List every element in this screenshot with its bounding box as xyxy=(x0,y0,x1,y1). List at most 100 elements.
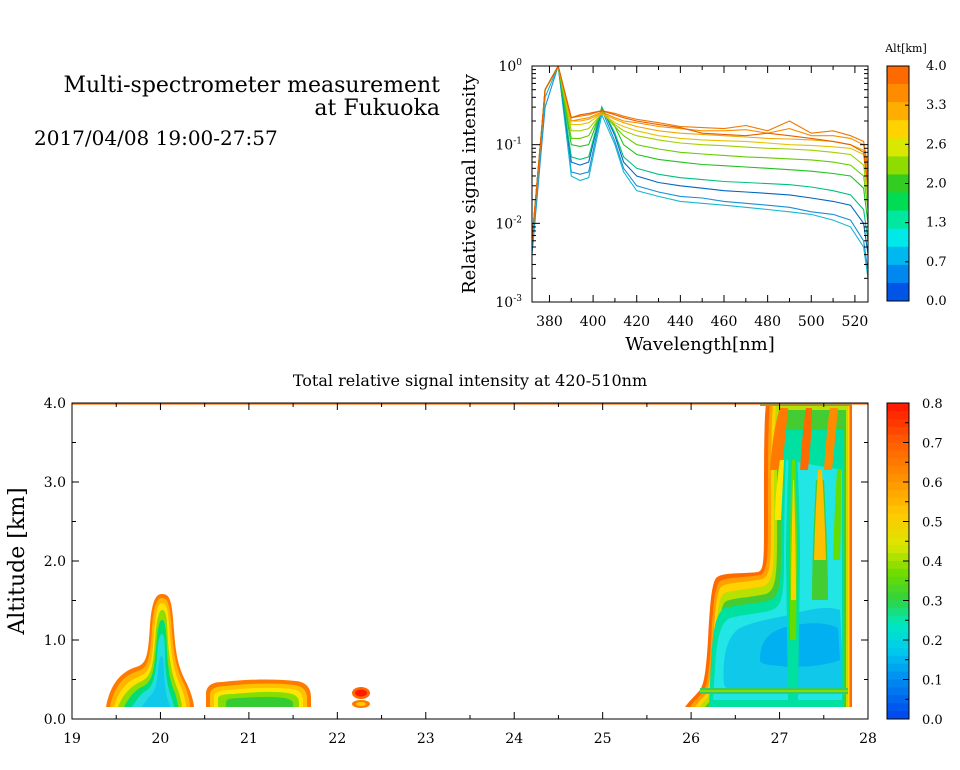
intensity-colorbar-cell xyxy=(887,703,909,712)
intensity-colorbar-tick: 0.2 xyxy=(922,634,943,649)
intensity-colorbar-cell xyxy=(887,616,909,625)
intensity-colorbar-cell xyxy=(887,410,909,420)
altitude-colorbar-cell xyxy=(887,156,909,175)
altitude-colorbar-cell xyxy=(887,192,909,212)
intensity-colorbar-cell xyxy=(887,418,909,428)
intensity-colorbar-cell xyxy=(887,466,909,475)
spectrum-x-tick-label: 420 xyxy=(623,314,650,330)
intensity-colorbar-tick: 0.6 xyxy=(922,476,943,491)
intensity-colorbar-cell xyxy=(887,671,909,680)
spectrum-series-11 xyxy=(532,66,868,241)
intensity-colorbar-cell xyxy=(887,584,909,594)
heatmap-contours xyxy=(106,403,852,708)
heatmap-x-tick-label: 25 xyxy=(594,731,612,747)
heatmap-x-ticks: 19 20 21 22 23 24 25 26 27 28 xyxy=(63,403,877,747)
intensity-colorbar-cell xyxy=(887,679,909,688)
intensity-colorbar-cell xyxy=(887,458,909,467)
heatmap-x-tick-label: 22 xyxy=(328,731,346,747)
spectrum-y-tick-label: 10-2 xyxy=(495,215,522,232)
spectrum-series-2 xyxy=(532,66,868,255)
intensity-colorbar-cell xyxy=(887,521,909,530)
spectrum-series-1 xyxy=(532,66,868,279)
intensity-colorbar-cell xyxy=(887,450,909,459)
intensity-colorbar-cell xyxy=(887,474,909,483)
altitude-colorbar-cell xyxy=(887,246,909,266)
intensity-colorbar-cell xyxy=(887,513,909,522)
heatmap-title: Total relative signal intensity at 420-5… xyxy=(293,371,647,390)
spectrum-x-tick-label: 400 xyxy=(580,314,607,330)
intensity-colorbar-tick: 0.4 xyxy=(922,555,943,570)
altitude-colorbar-tick: 3.3 xyxy=(926,98,947,113)
spectrum-y-tick-label: 10-1 xyxy=(495,137,522,154)
altitude-colorbar-cell xyxy=(887,210,909,230)
heatmap-y-tick-label: 1.0 xyxy=(44,633,66,649)
intensity-colorbar: 0.8 0.7 0.6 0.5 0.4 0.3 0.2 0.1 0.0 xyxy=(886,397,943,728)
intensity-colorbar-cell xyxy=(887,545,909,554)
altitude-colorbar-tick: 2.0 xyxy=(926,177,947,192)
spectrum-series-7 xyxy=(532,66,868,241)
intensity-colorbar-cell xyxy=(887,537,909,546)
spectrum-series-3 xyxy=(532,66,868,241)
intensity-colorbar-cell xyxy=(887,568,909,578)
intensity-colorbar-cell xyxy=(887,711,909,720)
altitude-colorbar-cell xyxy=(887,102,909,121)
heatmap-y-axis-label: Altitude [km] xyxy=(5,487,30,635)
spectrum-x-tick-label: 460 xyxy=(711,314,738,330)
altitude-colorbar-cell xyxy=(887,84,909,103)
altitude-colorbar-tick: 2.6 xyxy=(926,137,947,152)
heatmap-y-tick-label: 2.0 xyxy=(44,554,66,570)
spectrum-series-8 xyxy=(532,66,868,241)
plume-region-26-27h xyxy=(685,403,852,707)
intensity-colorbar-cell xyxy=(887,663,909,673)
intensity-colorbar-cell xyxy=(887,576,909,586)
intensity-colorbar-cell xyxy=(887,640,909,649)
spectrum-x-axis-label: Wavelength[nm] xyxy=(625,334,775,355)
intensity-colorbar-cell xyxy=(887,608,909,617)
altitude-colorbar: Alt[km] 4.0 3.3 2.6 2.0 1.3 0.7 0.0 xyxy=(884,42,946,309)
altitude-colorbar-tick: 0.7 xyxy=(926,255,947,270)
altitude-colorbar-cell xyxy=(887,138,909,157)
spectrum-y-ticks: 100 10-1 10-2 10-3 xyxy=(495,58,868,311)
heatmap-y-tick-label: 0.0 xyxy=(44,712,66,728)
figure-title-line2: at Fukuoka xyxy=(314,96,440,121)
altitude-colorbar-title: Alt[km] xyxy=(884,42,927,55)
altitude-colorbar-tick: 1.3 xyxy=(926,216,947,231)
heatmap-x-tick-label: 19 xyxy=(63,731,81,747)
intensity-colorbar-cell xyxy=(887,600,909,609)
spectrum-series-6 xyxy=(532,66,868,241)
intensity-colorbar-tick: 0.8 xyxy=(922,397,943,412)
intensity-colorbar-cell xyxy=(887,687,909,696)
heatmap-x-tick-label: 28 xyxy=(859,731,877,747)
intensity-colorbar-cell xyxy=(887,561,909,570)
altitude-colorbar-cell xyxy=(887,264,909,284)
spectrum-series-0 xyxy=(532,66,868,271)
heatmap-y-ticks: 0.0 1.0 2.0 3.0 4.0 xyxy=(44,396,868,728)
altitude-colorbar-cell xyxy=(887,282,909,302)
intensity-colorbar-cell xyxy=(887,553,909,562)
altitude-colorbar-cell xyxy=(887,120,909,139)
intensity-colorbar-tick: 0.1 xyxy=(922,674,943,689)
spectrum-series-5 xyxy=(532,66,868,241)
spectrum-x-tick-label: 380 xyxy=(536,314,563,330)
layer-region-21h xyxy=(206,679,311,707)
altitude-colorbar-cell xyxy=(887,174,909,194)
spectrum-x-tick-label: 480 xyxy=(754,314,781,330)
intensity-colorbar-tick: 0.7 xyxy=(922,437,943,452)
intensity-colorbar-cell xyxy=(887,482,909,491)
spectrum-y-tick-label: 100 xyxy=(498,58,522,75)
heatmap-x-tick-label: 20 xyxy=(152,731,170,747)
intensity-colorbar-cell xyxy=(887,647,909,657)
intensity-colorbar-tick: 0.5 xyxy=(922,516,943,531)
intensity-colorbar-tick: 0.0 xyxy=(922,713,943,728)
heatmap-x-tick-label: 27 xyxy=(771,731,789,747)
intensity-colorbar-cell xyxy=(887,505,909,515)
intensity-colorbar-cell xyxy=(887,624,909,633)
spectrum-y-axis-label: Relative signal intensity xyxy=(459,73,480,294)
altitude-colorbar-cell xyxy=(887,228,909,248)
intensity-colorbar-cell xyxy=(887,529,909,538)
intensity-colorbar-cell xyxy=(887,632,909,641)
spectrum-x-tick-label: 440 xyxy=(667,314,694,330)
heatmap-x-tick-label: 23 xyxy=(417,731,435,747)
intensity-colorbar-cell xyxy=(887,442,909,451)
